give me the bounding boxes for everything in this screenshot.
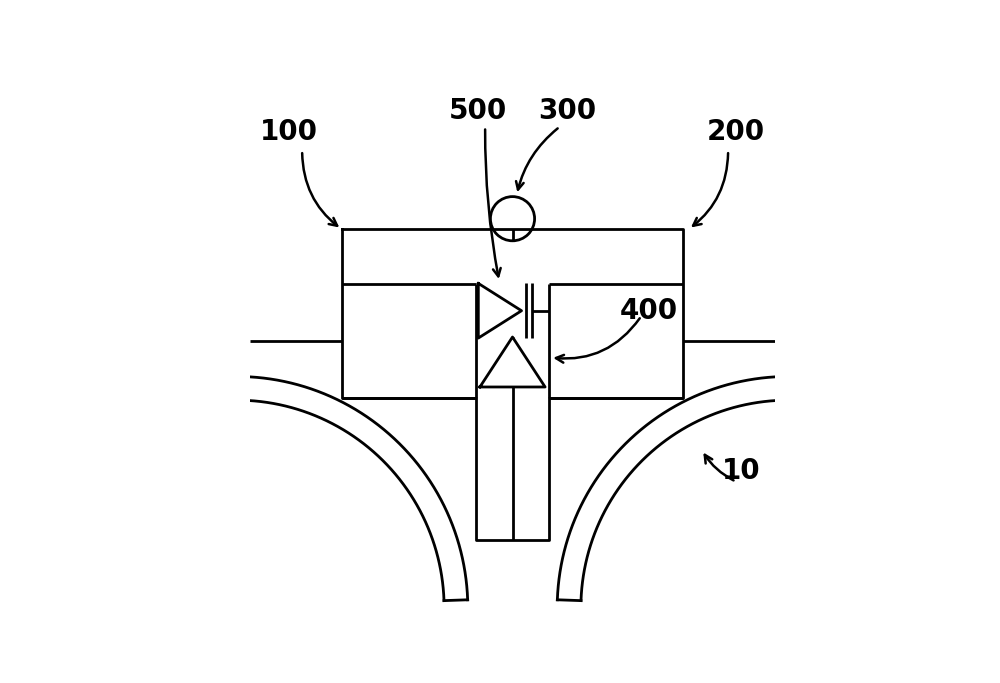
FancyArrowPatch shape: [516, 128, 558, 190]
FancyArrowPatch shape: [705, 455, 734, 480]
Text: 300: 300: [539, 97, 597, 125]
Text: 200: 200: [707, 118, 765, 146]
Text: 10: 10: [722, 457, 761, 485]
Text: 500: 500: [449, 97, 507, 125]
Text: 100: 100: [260, 118, 318, 146]
FancyArrowPatch shape: [693, 153, 728, 226]
FancyArrowPatch shape: [485, 130, 501, 277]
Text: 400: 400: [620, 296, 678, 324]
FancyArrowPatch shape: [302, 153, 337, 226]
FancyArrowPatch shape: [556, 318, 640, 363]
